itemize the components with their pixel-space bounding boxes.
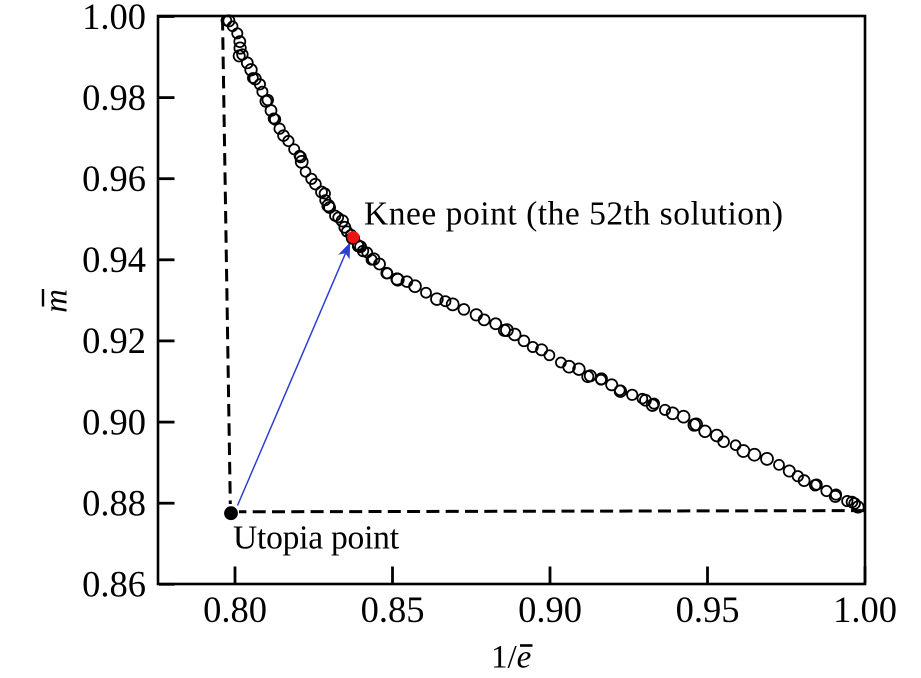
svg-text:Utopia point: Utopia point — [233, 520, 400, 557]
svg-text:0.95: 0.95 — [676, 589, 740, 630]
svg-text:1.00: 1.00 — [833, 589, 897, 630]
svg-text:0.85: 0.85 — [361, 589, 425, 630]
svg-text:1.00: 1.00 — [82, 0, 146, 37]
svg-text:0.98: 0.98 — [82, 77, 146, 118]
svg-text:0.90: 0.90 — [82, 401, 146, 442]
svg-text:0.94: 0.94 — [82, 239, 146, 280]
svg-text:0.80: 0.80 — [203, 589, 267, 630]
svg-text:m: m — [39, 289, 75, 313]
svg-text:0.88: 0.88 — [82, 483, 146, 524]
svg-text:0.96: 0.96 — [82, 158, 146, 199]
svg-text:0.86: 0.86 — [82, 564, 146, 605]
svg-text:0.90: 0.90 — [518, 589, 582, 630]
svg-text:Knee point (the 52th solution): Knee point (the 52th solution) — [364, 196, 783, 233]
svg-text:0.92: 0.92 — [82, 320, 146, 361]
